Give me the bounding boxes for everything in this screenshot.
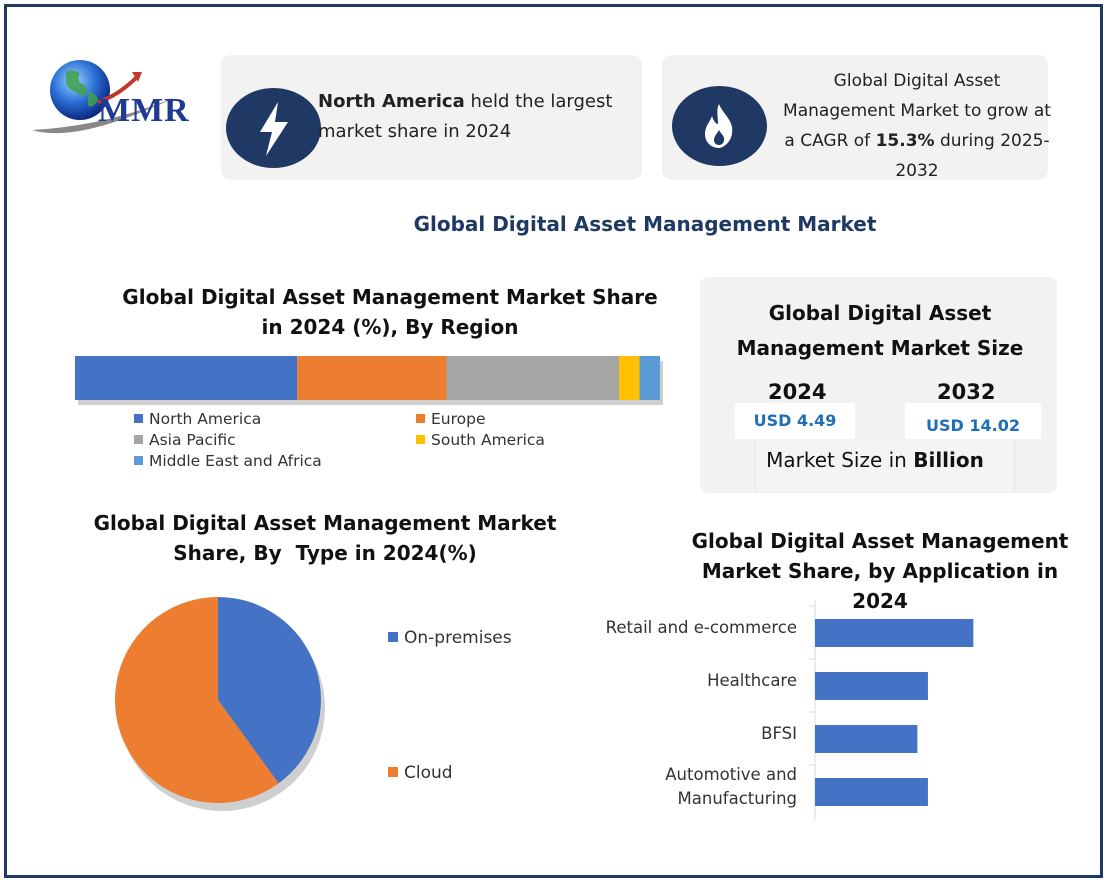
highlight-region: North America [318, 91, 465, 112]
cagr-value: 15.3% [875, 131, 935, 151]
cagr-line-3: a CAGR of 15.3% during 2025- [778, 126, 1056, 156]
category-label: Retail and e-commerce [606, 618, 797, 637]
cagr-line-3b: during 2025- [934, 131, 1050, 151]
legend-label: Cloud [404, 763, 453, 783]
cagr-text: Global Digital Asset Management Market t… [778, 66, 1056, 186]
legend-label: North America [149, 410, 262, 428]
application-bar [815, 619, 974, 647]
type-chart-title: Global Digital Asset Management Market S… [80, 508, 570, 568]
category-label: Automotive and [665, 765, 797, 784]
brand-logo-text: MMR [98, 92, 190, 129]
market-size-unit-box [755, 440, 1015, 492]
main-title: Global Digital Asset Management Market [413, 212, 877, 236]
cagr-line-1: Global Digital Asset [833, 71, 1001, 91]
region-legend-item: Asia Pacific [134, 431, 236, 449]
legend-label: South America [431, 431, 545, 449]
market-size-value-2: USD 14.02 [905, 403, 1041, 439]
region-highlight-text: North America held the largest market sh… [318, 87, 638, 147]
category-label: BFSI [761, 724, 797, 743]
application-bar [815, 778, 928, 806]
type-title-line-1: Global Digital Asset Management Market [93, 511, 557, 535]
market-size-unit: Market Size in Billion [755, 448, 995, 472]
market-size-year-2: 2032 [937, 380, 996, 404]
legend-swatch [134, 435, 143, 444]
flame-icon [672, 86, 767, 166]
region-segment-1 [297, 356, 447, 400]
legend-label: Europe [431, 410, 486, 428]
application-bar [815, 672, 928, 700]
region-legend-item: South America [416, 431, 545, 449]
legend-label: On-premises [404, 628, 512, 648]
legend-swatch [134, 456, 143, 465]
region-segment-3 [619, 356, 640, 400]
region-title-line-1: Global Digital Asset Management Market S… [122, 285, 658, 309]
category-label: Manufacturing [678, 789, 797, 808]
region-legend-item: Europe [416, 410, 486, 428]
application-bar [815, 725, 918, 753]
legend-swatch [416, 435, 425, 444]
type-legend-item: Cloud [388, 763, 453, 783]
cagr-line-3a: a CAGR of [784, 131, 876, 151]
legend-label: Middle East and Africa [149, 452, 322, 470]
region-title-line-2: in 2024 (%), By Region [261, 315, 519, 339]
cagr-line-2: Management Market to grow at [783, 101, 1051, 121]
legend-swatch [134, 414, 143, 423]
highlight-text-1: held the largest [464, 91, 613, 112]
infographic-frame [4, 4, 1103, 878]
cagr-line-4: 2032 [895, 161, 939, 181]
market-size-year-1: 2024 [768, 380, 827, 404]
market-size-value-1: USD 4.49 [735, 403, 855, 439]
region-segment-0 [75, 356, 298, 400]
pie-slice-on-premises [218, 597, 321, 784]
region-segment-2 [446, 356, 620, 400]
unit-bold: Billion [913, 448, 984, 472]
type-legend-item: On-premises [388, 628, 512, 648]
region-legend-item: Middle East and Africa [134, 452, 322, 470]
highlight-text-2: market share in 2024 [318, 121, 512, 142]
unit-prefix: Market Size in [766, 448, 914, 472]
legend-swatch [416, 414, 425, 423]
app-title-line-2: Market Share, by Application in 2024 [701, 559, 1059, 613]
type-title-line-2: Share, By Type in 2024(%) [173, 541, 477, 565]
lightning-icon [226, 88, 321, 168]
category-label: Healthcare [707, 671, 797, 690]
application-bar-chart: Retail and e-commerce Healthcare BFSI Autom… [606, 600, 974, 820]
app-title-line-1: Global Digital Asset Management [691, 529, 1069, 553]
legend-swatch [388, 767, 398, 777]
application-chart-title: Global Digital Asset Management Market S… [680, 526, 1080, 646]
globe-icon [32, 60, 178, 134]
region-chart-title: Global Digital Asset Management Market S… [110, 282, 670, 342]
region-stacked-bar-chart [75, 356, 663, 405]
type-pie-chart [115, 597, 325, 811]
region-legend-item: North America [134, 410, 261, 428]
legend-swatch [388, 632, 398, 642]
legend-label: Asia Pacific [149, 431, 236, 449]
market-size-title: Global Digital Asset Management Market S… [736, 301, 1024, 360]
pie-slice-cloud [115, 597, 279, 803]
region-segment-4 [639, 356, 660, 400]
